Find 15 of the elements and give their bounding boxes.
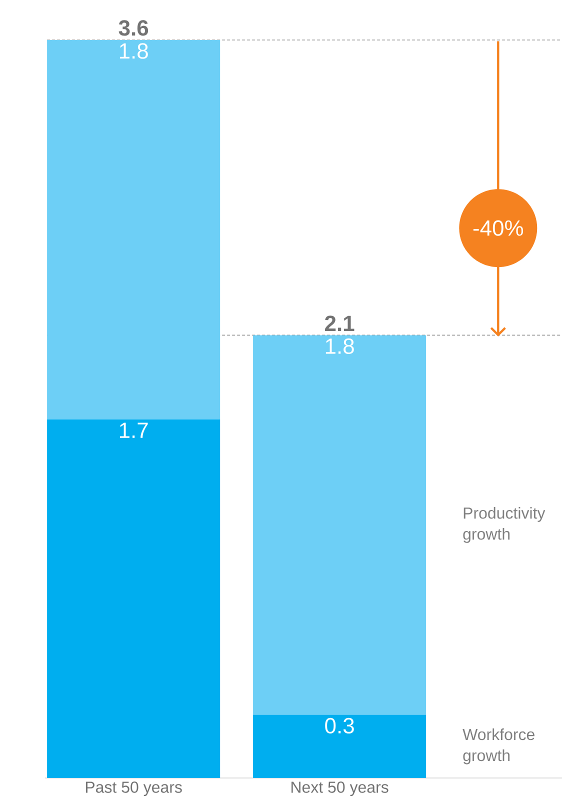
data-label: 0.3 <box>325 718 354 734</box>
data-label: 1.8 <box>120 43 148 59</box>
total-label: 2.1 <box>325 316 354 331</box>
bar <box>47 420 220 778</box>
data-label: 1.7 <box>120 422 148 438</box>
bar <box>253 335 426 715</box>
annotation: -40% <box>473 220 524 236</box>
data-label: 1.8 <box>326 338 354 354</box>
text: Workforce growth <box>462 728 534 764</box>
total-label: 3.6 <box>118 20 148 36</box>
text: Productivity growth <box>463 507 546 543</box>
x-tick-label: Past 50 years <box>86 782 182 796</box>
x-tick-label: Next 50 years <box>292 782 388 796</box>
bar <box>253 714 426 778</box>
bar <box>47 40 220 420</box>
